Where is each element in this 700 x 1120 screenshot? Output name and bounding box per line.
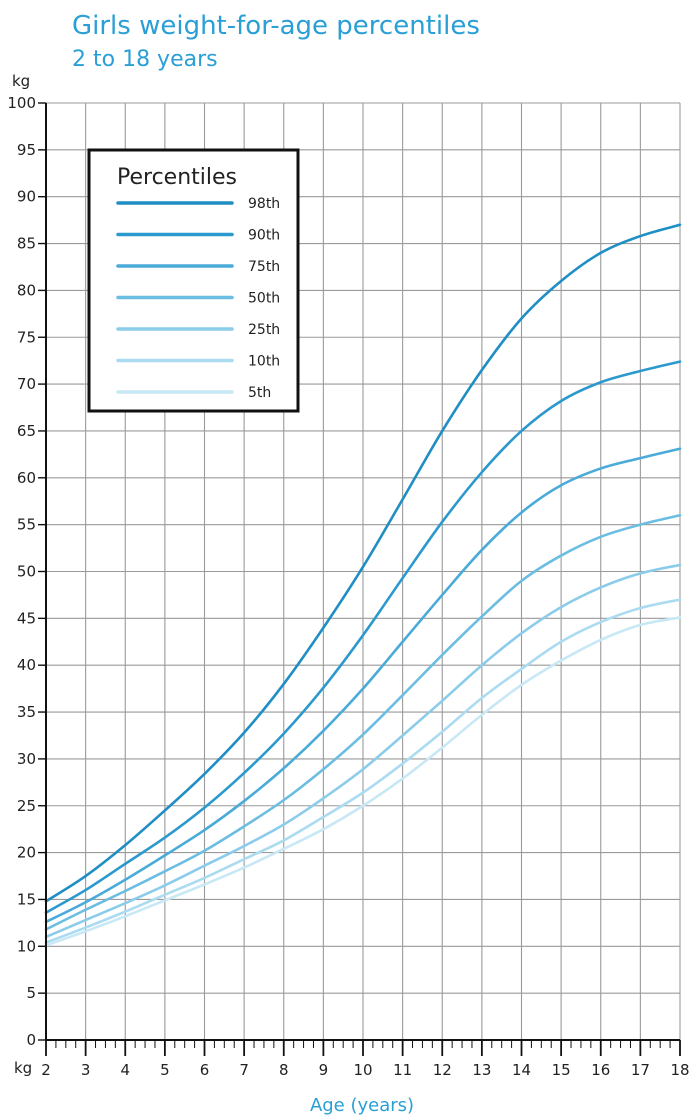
percentile-line-10th — [44, 598, 682, 944]
y-tick-label: 30 — [17, 750, 36, 768]
y-tick-label: 5 — [26, 984, 36, 1002]
y-tick-label: 15 — [17, 890, 36, 908]
y-axis-unit-bottom: kg — [14, 1059, 32, 1077]
legend-label-5th: 5th — [248, 385, 271, 401]
legend-label-50th: 50th — [248, 291, 280, 307]
axes — [38, 102, 681, 1056]
y-tick-label: 40 — [17, 656, 36, 674]
chart-title: Girls weight-for-age percentiles — [72, 11, 480, 41]
x-tick-label: 12 — [433, 1061, 452, 1079]
x-tick-label: 5 — [160, 1061, 170, 1079]
percentile-line-98th — [44, 223, 682, 903]
percentile-line-25th — [44, 563, 682, 939]
y-tick-label: 50 — [17, 563, 36, 581]
percentile-line-90th — [44, 360, 682, 914]
x-tick-label: 7 — [239, 1061, 249, 1079]
y-tick-label: 80 — [17, 281, 36, 299]
y-tick-label: 0 — [26, 1031, 36, 1049]
x-tick-label: 9 — [319, 1061, 329, 1079]
x-axis-label: Age (years) — [310, 1095, 414, 1116]
x-tick-label: 2 — [41, 1061, 51, 1079]
y-tick-label: 95 — [17, 141, 36, 159]
y-tick-label: 10 — [17, 937, 36, 955]
x-tick-label: 8 — [279, 1061, 289, 1079]
legend-label-25th: 25th — [248, 322, 280, 338]
legend: Percentiles 98th 90th 75th 50th 25th 10th 5th — [87, 148, 300, 413]
y-tick-label: 100 — [7, 94, 36, 112]
y-tick-label: 75 — [17, 328, 36, 346]
y-tick-label: 60 — [17, 469, 36, 487]
y-axis-unit-top: kg — [12, 72, 30, 90]
percentile-line-5th — [44, 616, 682, 947]
y-tick-label: 55 — [17, 516, 36, 534]
y-tick-label: 70 — [17, 375, 36, 393]
y-tick-label: 85 — [17, 235, 36, 253]
y-tick-labels: 0 5 10 15 20 25 30 35 40 45 50 55 60 65 70 75 80 85 90 95 10… — [7, 94, 36, 1049]
legend-label-90th: 90th — [248, 228, 280, 244]
x-tick-label: 18 — [670, 1061, 689, 1079]
percentile-curves — [44, 223, 682, 947]
x-tick-label: 3 — [81, 1061, 91, 1079]
y-tick-label: 90 — [17, 188, 36, 206]
x-tick-label: 10 — [353, 1061, 372, 1079]
y-tick-label: 20 — [17, 844, 36, 862]
legend-label-98th: 98th — [248, 196, 280, 212]
x-tick-label: 15 — [552, 1061, 571, 1079]
legend-box — [87, 148, 300, 413]
x-tick-label: 4 — [120, 1061, 130, 1079]
percentile-line-75th — [44, 447, 682, 924]
y-tick-label: 45 — [17, 609, 36, 627]
legend-title: Percentiles — [117, 165, 237, 190]
x-tick-labels: 2 3 4 5 6 7 8 9 10 11 12 13 14 15 16 17 18 — [41, 1061, 689, 1079]
percentile-line-50th — [44, 513, 682, 931]
legend-items: 98th 90th 75th 50th 25th 10th 5th — [116, 196, 280, 401]
x-tick-label: 17 — [631, 1061, 650, 1079]
x-tick-label: 13 — [472, 1061, 491, 1079]
legend-label-75th: 75th — [248, 259, 280, 275]
y-tick-label: 35 — [17, 703, 36, 721]
x-tick-label: 14 — [512, 1061, 531, 1079]
x-tick-label: 11 — [393, 1061, 412, 1079]
legend-label-10th: 10th — [248, 354, 280, 370]
x-tick-label: 16 — [591, 1061, 610, 1079]
chart-subtitle: 2 to 18 years — [72, 47, 218, 72]
y-tick-label: 65 — [17, 422, 36, 440]
y-tick-label: 25 — [17, 797, 36, 815]
x-tick-label: 6 — [200, 1061, 210, 1079]
